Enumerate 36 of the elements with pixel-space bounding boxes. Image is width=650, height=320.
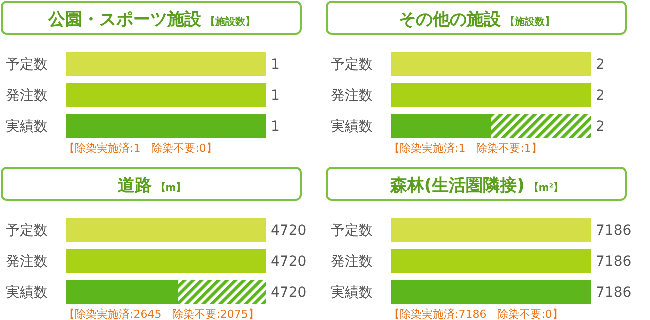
data-label: 7186 xyxy=(596,254,632,270)
total-label: 1 xyxy=(271,119,280,135)
y-tick-label: 予定数 xyxy=(331,57,373,73)
annotation: 【除染実施済:1 除染不要:1】 xyxy=(389,142,542,155)
chart-subtitle: 【施設数】 xyxy=(505,16,555,28)
data-label: 2 xyxy=(596,57,605,73)
chart-title: その他の施設 xyxy=(399,10,502,30)
y-tick-label: 実績数 xyxy=(331,119,373,135)
chart-title: 公園・スポーツ施設 xyxy=(48,10,202,30)
y-tick-label: 発注数 xyxy=(6,88,48,104)
data-label: 4720 xyxy=(271,254,307,270)
chart-subtitle: 【m²】 xyxy=(528,182,564,194)
data-label: 4720 xyxy=(271,223,307,239)
data-label: 1 xyxy=(271,57,280,73)
y-tick-label: 予定数 xyxy=(6,57,48,73)
y-tick-label: 実績数 xyxy=(6,119,48,135)
total-label: 7186 xyxy=(596,285,632,301)
y-tick-label: 発注数 xyxy=(331,88,373,104)
y-tick-label: 予定数 xyxy=(6,223,48,239)
total-label: 2 xyxy=(596,119,605,135)
y-tick-label: 発注数 xyxy=(331,254,373,270)
chart-subtitle: 【m】 xyxy=(156,182,186,194)
y-tick-label: 実績数 xyxy=(331,285,373,301)
data-label: 7186 xyxy=(596,223,632,239)
chart-title: 道路 xyxy=(118,176,152,196)
chart-subtitle: 【施設数】 xyxy=(206,16,256,28)
annotation: 【除染実施済:2645 除染不要:2075】 xyxy=(64,308,260,320)
annotation: 【除染実施済:1 除染不要:0】 xyxy=(64,142,218,155)
data-label: 2 xyxy=(596,88,605,104)
total-label: 4720 xyxy=(271,285,307,301)
y-tick-label: 実績数 xyxy=(6,285,48,301)
y-tick-label: 予定数 xyxy=(331,223,373,239)
data-label: 1 xyxy=(271,88,280,104)
chart-title: 森林(生活圏隣接) xyxy=(389,176,525,196)
y-tick-label: 発注数 xyxy=(6,254,48,270)
annotation: 【除染実施済:7186 除染不要:0】 xyxy=(389,308,564,320)
